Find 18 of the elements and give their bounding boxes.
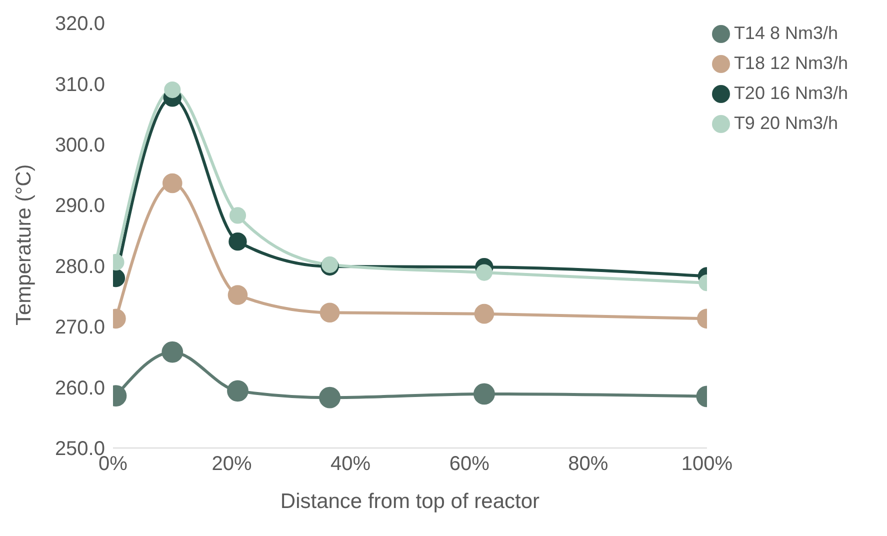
y-tick-label: 260.0 — [54, 377, 105, 400]
y-axis-title: Temperature (°C) — [12, 164, 36, 326]
x-axis-title: Distance from top of reactor — [280, 490, 540, 513]
x-tick-label: 40% — [330, 453, 371, 476]
y-tick-label: 300.0 — [54, 134, 105, 157]
legend-label: T9 20 Nm3/h — [734, 113, 838, 133]
x-tick-label: 60% — [449, 453, 490, 476]
x-tick-label: 80% — [568, 453, 608, 476]
y-tick-label: 310.0 — [54, 74, 105, 96]
y-tick-label: 270.0 — [54, 316, 105, 339]
y-tick-label: 320.0 — [54, 13, 105, 36]
legend-label: T20 16 Nm3/h — [734, 83, 848, 103]
y-tick-label: 290.0 — [54, 195, 105, 218]
x-tick-label: 20% — [212, 453, 252, 476]
y-tick-label: 280.0 — [54, 256, 105, 278]
x-tick-label: 100% — [681, 453, 733, 476]
legend-label: T18 12 Nm3/h — [734, 53, 848, 73]
legend-label: T14 8 Nm3/h — [734, 23, 838, 43]
